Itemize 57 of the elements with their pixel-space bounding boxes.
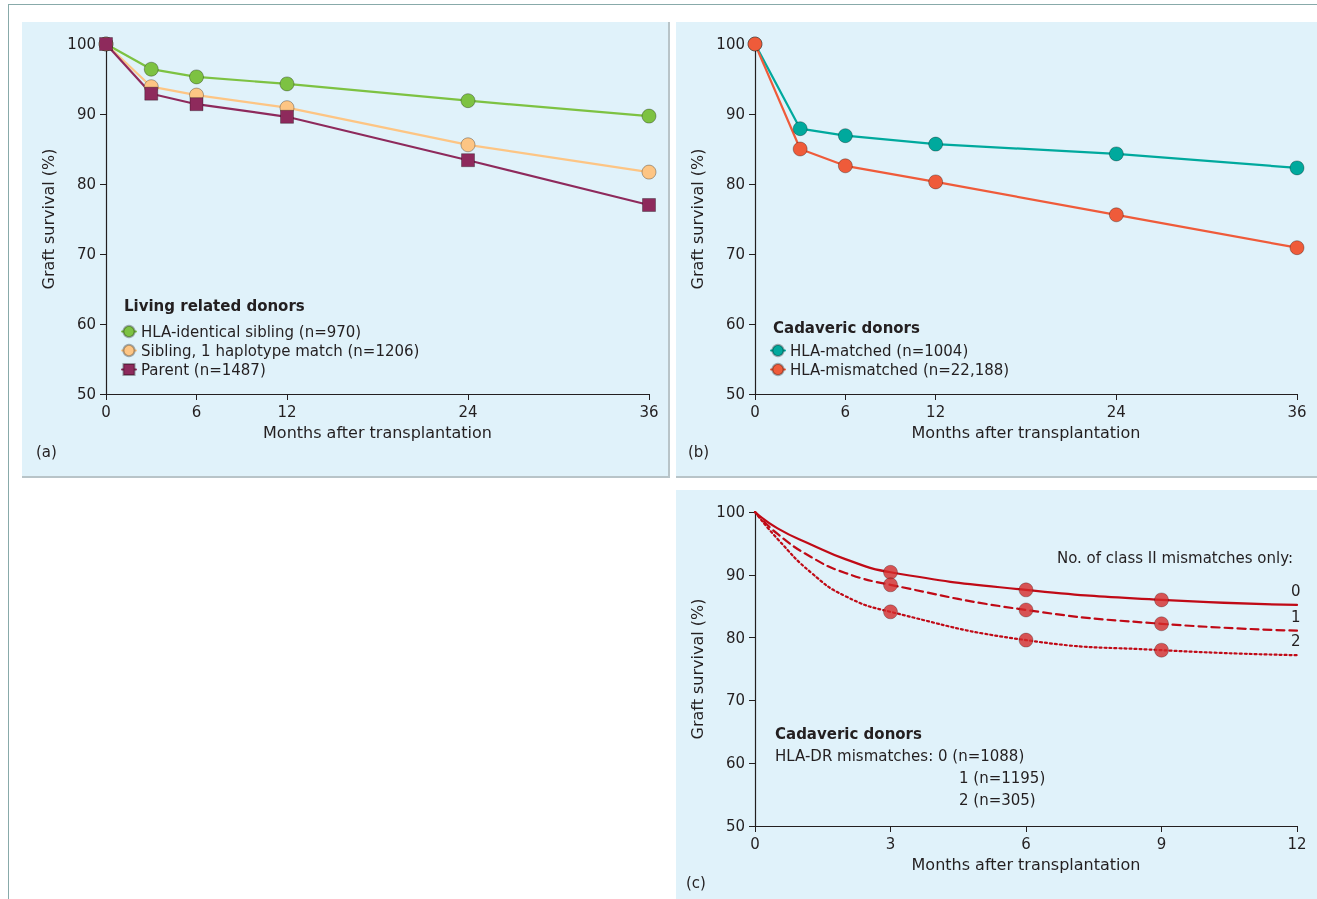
y-axis-title: Graft survival (%) <box>687 148 707 290</box>
x-tick-label: 6 <box>1021 834 1031 853</box>
text: (c) <box>686 873 706 892</box>
y-tick-label: 90 <box>725 105 745 123</box>
legend-label: HLA-mismatched (n=22,188) <box>790 360 1010 379</box>
y-tick-label: 80 <box>725 628 745 647</box>
series-label: 0 <box>1291 581 1301 600</box>
x-tick-label: 0 <box>750 402 760 421</box>
y-tick-label: 80 <box>76 175 96 193</box>
x-tick-label: 12 <box>277 402 297 421</box>
legend-label: HLA-matched (n=1004) <box>790 341 969 360</box>
y-axis-title: Graft survival (%) <box>687 598 707 740</box>
text: (b) <box>688 442 710 461</box>
y-tick-label: 60 <box>76 315 96 333</box>
y-tick-label: 100 <box>67 35 96 53</box>
series-label: 2 <box>1291 632 1301 651</box>
x-tick-label: 36 <box>1287 402 1307 421</box>
x-axis-title: Months after transplantation <box>263 422 492 442</box>
y-tick-label: 90 <box>76 105 96 123</box>
x-tick-label: 3 <box>885 834 896 853</box>
legend-title: Living related donors <box>124 296 305 315</box>
annotation: 1 (n=1195) <box>959 768 1046 787</box>
y-tick-label: 50 <box>725 817 745 835</box>
x-tick-label: 6 <box>191 402 202 421</box>
x-tick-label: 9 <box>1156 834 1167 853</box>
y-tick-label: 60 <box>725 315 745 333</box>
y-axis-title: Graft survival (%) <box>38 148 58 290</box>
annotation: Cadaveric donors <box>775 724 923 743</box>
x-tick-label: 24 <box>458 402 478 421</box>
legend-title: Cadaveric donors <box>773 318 921 337</box>
x-tick-label: 12 <box>1287 834 1307 853</box>
y-tick-label: 100 <box>716 503 745 521</box>
x-tick-label: 6 <box>840 402 851 421</box>
x-tick-label: 0 <box>101 402 111 421</box>
x-tick-label: 36 <box>639 402 659 421</box>
y-tick-label: 70 <box>725 245 745 263</box>
y-tick-label: 70 <box>76 245 96 263</box>
y-tick-label: 50 <box>76 385 96 403</box>
legend-label: HLA-identical sibling (n=970) <box>141 322 362 341</box>
x-tick-label: 24 <box>1106 402 1126 421</box>
annotation: HLA-DR mismatches: 0 (n=1088) <box>775 746 1025 765</box>
y-tick-label: 50 <box>725 385 745 403</box>
legend-label: Sibling, 1 haplotype match (n=1206) <box>141 341 420 360</box>
x-tick-label: 0 <box>750 834 760 853</box>
legend-label: Parent (n=1487) <box>141 360 266 379</box>
annotation: No. of class II mismatches only: <box>1056 548 1294 567</box>
series-label: 1 <box>1291 607 1301 626</box>
y-tick-label: 90 <box>725 565 745 584</box>
x-axis-title: Months after transplantation <box>911 422 1141 442</box>
y-tick-label: 60 <box>725 754 745 773</box>
annotation: 2 (n=305) <box>959 790 1036 809</box>
y-tick-label: 100 <box>716 35 745 53</box>
y-tick-label: 80 <box>725 175 745 193</box>
x-axis-title: Months after transplantation <box>911 854 1141 874</box>
y-tick-label: 70 <box>725 691 745 710</box>
x-tick-label: 12 <box>926 402 946 421</box>
text: (a) <box>36 442 57 461</box>
